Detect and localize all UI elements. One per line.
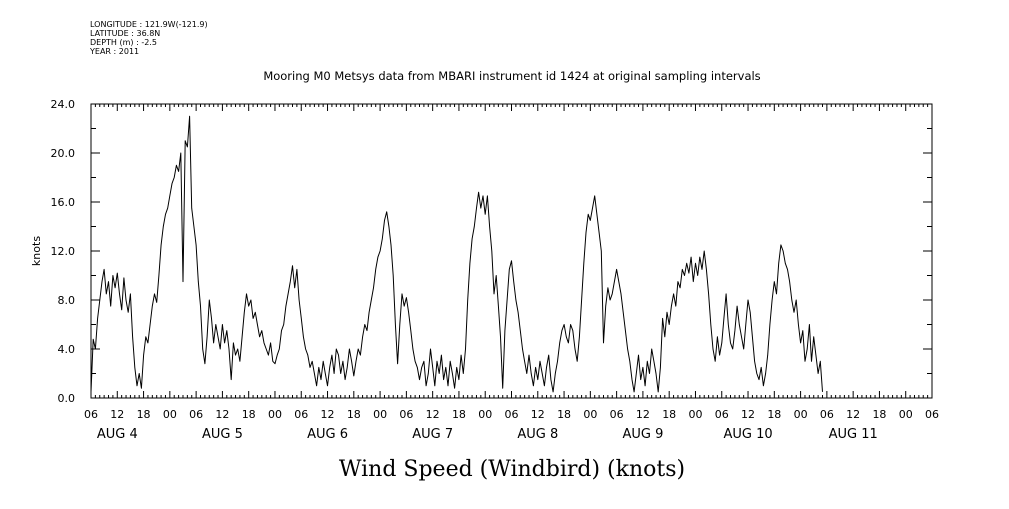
y-tick-label: 12.0 (51, 245, 76, 258)
metadata-label: LATITUDE (90, 29, 129, 38)
x-tick-label: 06 (820, 408, 834, 421)
x-day-label: AUG 5 (202, 427, 243, 442)
series-layer (90, 115, 823, 393)
x-tick-label: 00 (794, 408, 808, 421)
metadata-year: YEAR : 2011 (90, 47, 140, 56)
x-tick-label: 00 (899, 408, 913, 421)
metadata-latitude: LATITUDE : 36.8N (90, 29, 161, 38)
x-tick-label: 18 (347, 408, 361, 421)
metadata-label: LONGITUDE (90, 20, 137, 29)
x-tick-label: 06 (84, 408, 98, 421)
x-tick-label: 06 (189, 408, 203, 421)
x-tick-label: 12 (215, 408, 229, 421)
x-day-label: AUG 4 (97, 427, 138, 442)
metadata-depth: DEPTH (m) : -2.5 (90, 38, 157, 47)
x-day-label: AUG 11 (829, 427, 878, 442)
x-tick-label: 18 (452, 408, 466, 421)
x-day-label: AUG 6 (307, 427, 348, 442)
axes: 0.0 4.0 8.0 12.0 16.0 20.0 24.0 06 12 18 00 06 12 18 0… (51, 98, 940, 442)
metadata-value: 121.9W(-121.9) (144, 20, 208, 29)
y-axis-title: knots (30, 236, 43, 266)
x-tick-label: 06 (715, 408, 729, 421)
y-tick-label: 24.0 (51, 98, 76, 111)
metadata-block: LONGITUDE : 121.9W(-121.9) LATITUDE : 36… (90, 20, 208, 56)
x-tick-label: 12 (846, 408, 860, 421)
x-tick-label: 12 (110, 408, 124, 421)
x-tick-label: 12 (426, 408, 440, 421)
y-tick-label: 20.0 (51, 147, 76, 160)
x-tick-label: 18 (872, 408, 886, 421)
x-tick-label: 00 (478, 408, 492, 421)
metadata-value: -2.5 (141, 38, 157, 47)
x-tick-label: 06 (505, 408, 519, 421)
x-tick-label: 18 (557, 408, 571, 421)
x-tick-label: 18 (662, 408, 676, 421)
chart-title: Mooring M0 Metsys data from MBARI instru… (263, 69, 760, 83)
x-tick-label: 06 (294, 408, 308, 421)
x-tick-label: 06 (399, 408, 413, 421)
metadata-label: YEAR (90, 47, 111, 56)
x-day-label: AUG 9 (622, 427, 663, 442)
x-tick-label: 06 (610, 408, 624, 421)
x-tick-label: 00 (688, 408, 702, 421)
x-tick-label: 12 (321, 408, 335, 421)
y-tick-label: 0.0 (58, 392, 76, 405)
x-tick-label: 18 (767, 408, 781, 421)
x-tick-label: 00 (268, 408, 282, 421)
x-axis-title: Wind Speed (Windbird) (knots) (339, 457, 685, 482)
y-tick-label: 8.0 (58, 294, 76, 307)
x-day-label: AUG 7 (412, 427, 453, 442)
metadata-longitude: LONGITUDE : 121.9W(-121.9) (90, 20, 208, 29)
x-tick-label: 00 (163, 408, 177, 421)
y-tick-label: 16.0 (51, 196, 76, 209)
x-day-label: AUG 10 (723, 427, 772, 442)
x-tick-label: 00 (583, 408, 597, 421)
x-tick-label: 18 (137, 408, 151, 421)
metadata-value: 36.8N (136, 29, 161, 38)
x-tick-label: 12 (636, 408, 650, 421)
series-line (90, 115, 823, 393)
x-tick-label: 18 (242, 408, 256, 421)
x-tick-label: 06 (925, 408, 939, 421)
x-tick-label: 12 (741, 408, 755, 421)
x-tick-label: 00 (373, 408, 387, 421)
x-tick-label: 12 (531, 408, 545, 421)
metadata-value: 2011 (118, 47, 140, 56)
x-day-label: AUG 8 (517, 427, 558, 442)
metadata-label: DEPTH (m) (90, 38, 134, 47)
y-tick-label: 4.0 (58, 343, 76, 356)
